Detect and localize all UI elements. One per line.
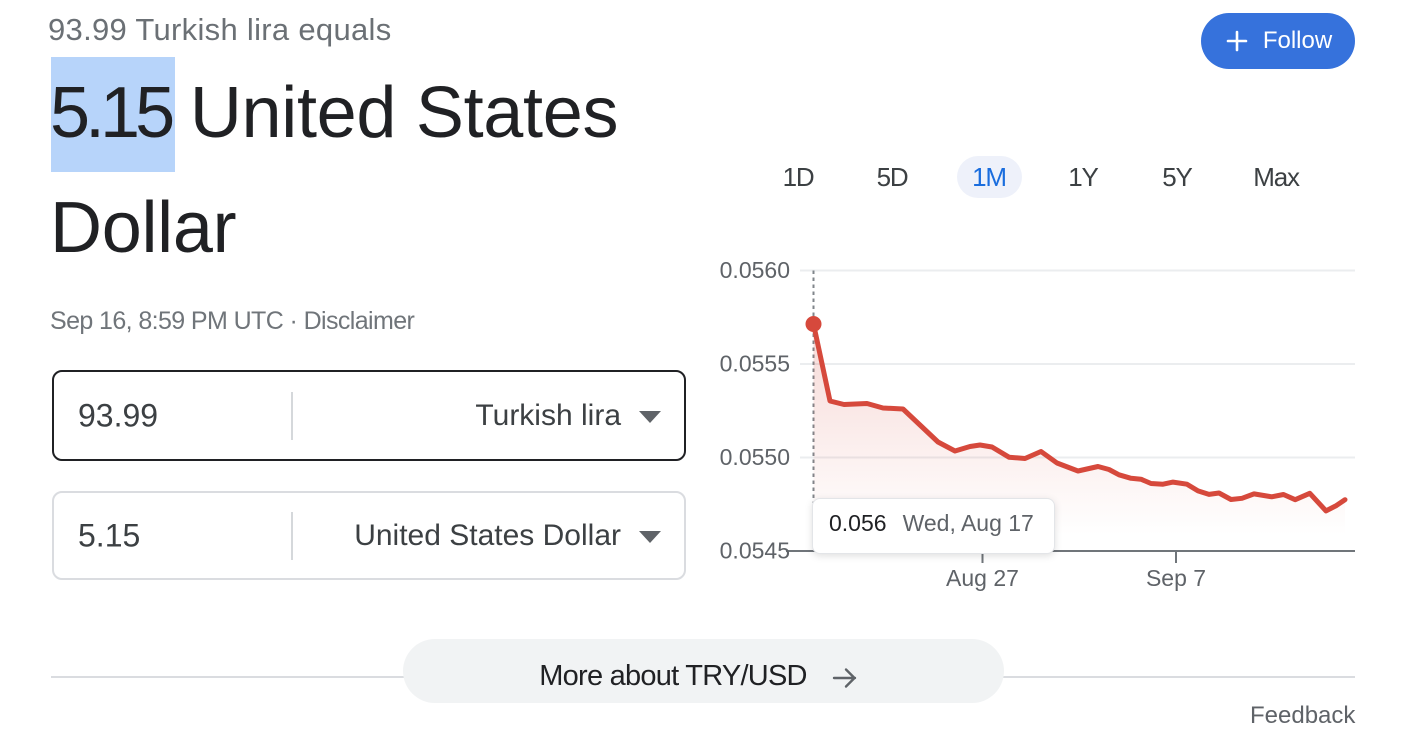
svg-text:0.0555: 0.0555: [720, 351, 790, 377]
svg-text:0.0560: 0.0560: [720, 257, 790, 283]
svg-text:Sep 7: Sep 7: [1146, 565, 1206, 591]
svg-text:0.0550: 0.0550: [720, 444, 790, 470]
svg-text:Aug 27: Aug 27: [946, 565, 1019, 591]
svg-text:0.0545: 0.0545: [720, 538, 790, 564]
